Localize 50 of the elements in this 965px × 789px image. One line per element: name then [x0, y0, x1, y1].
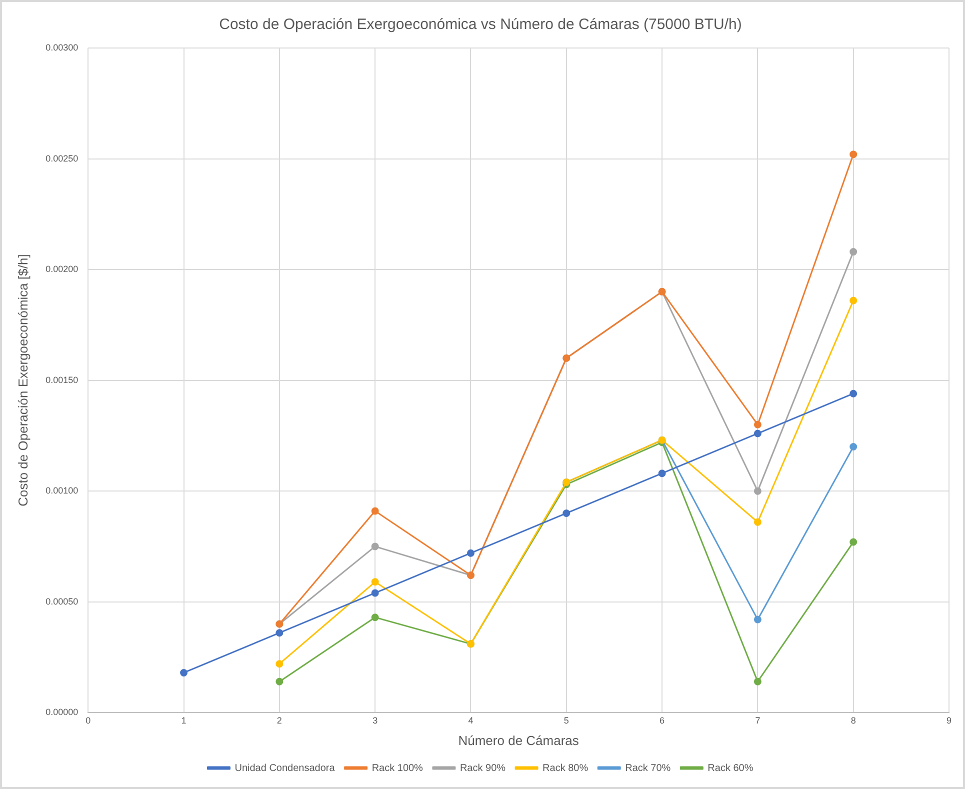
- y-axis-title: Costo de Operación Exergoeconómica [$/h]: [15, 254, 30, 506]
- point: [754, 487, 762, 495]
- chart-title: Costo de Operación Exergoeconómica vs Número de Cámaras (75000 BTU/h): [219, 16, 742, 34]
- point: [371, 507, 379, 515]
- y-tick-label: 0.00000: [46, 707, 78, 718]
- point: [371, 614, 379, 622]
- point: [754, 420, 762, 428]
- legend-label: Unidad Condensadora: [234, 762, 336, 774]
- y-tick-label: 0.00300: [46, 42, 78, 52]
- point: [466, 549, 474, 557]
- y-tick-label: 0.00150: [46, 374, 78, 385]
- point: [371, 542, 379, 550]
- legend-label: Rack 100%: [372, 762, 424, 774]
- point: [562, 509, 570, 517]
- point: [850, 538, 858, 546]
- point: [276, 629, 284, 637]
- point: [658, 470, 666, 478]
- x-tick-label: 7: [755, 715, 760, 726]
- y-tick-label: 0.00100: [46, 486, 78, 496]
- legend-label: Rack 90%: [460, 762, 506, 774]
- point: [754, 616, 762, 624]
- x-axis-title: Número de Cámaras: [458, 732, 580, 748]
- y-tick-label: 0.00050: [46, 596, 78, 606]
- point: [850, 443, 858, 451]
- point: [276, 660, 284, 668]
- point: [850, 296, 858, 304]
- x-tick-label: 6: [660, 715, 665, 726]
- point: [850, 248, 858, 256]
- point: [371, 578, 379, 586]
- x-tick-label: 4: [468, 715, 474, 726]
- legend-label: Rack 80%: [542, 762, 588, 774]
- point: [371, 589, 379, 597]
- point: [754, 430, 762, 438]
- point: [180, 668, 188, 676]
- point: [754, 678, 762, 686]
- x-tick-label: 8: [850, 715, 856, 726]
- point: [754, 518, 762, 526]
- point: [850, 390, 858, 398]
- x-tick-label: 5: [564, 715, 569, 726]
- y-tick-label: 0.00200: [46, 264, 78, 274]
- x-tick-label: 9: [946, 715, 952, 726]
- x-tick-label: 3: [372, 715, 378, 726]
- x-tick-label: 2: [276, 715, 282, 726]
- legend-label: Rack 60%: [708, 762, 754, 774]
- point: [276, 678, 284, 686]
- point: [850, 150, 858, 158]
- legend-label: Rack 70%: [625, 762, 671, 774]
- x-tick-label: 0: [86, 715, 91, 726]
- y-tick-label: 0.00250: [46, 153, 78, 164]
- x-tick-label: 1: [181, 715, 186, 726]
